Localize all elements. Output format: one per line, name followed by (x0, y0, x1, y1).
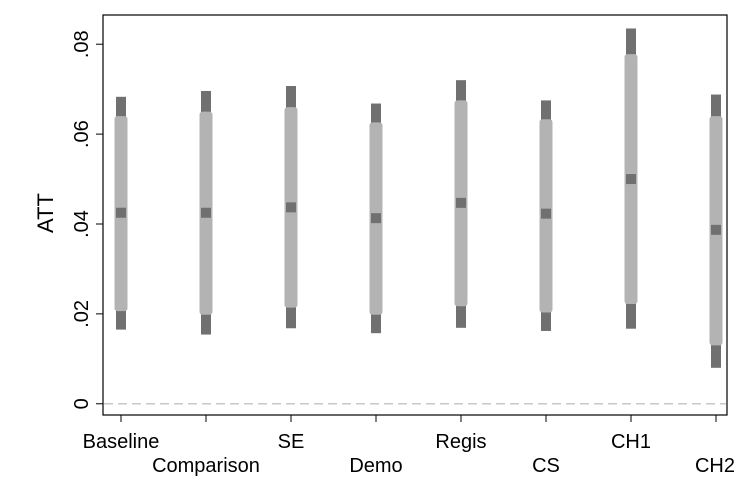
plot-frame (102, 14, 728, 416)
y-axis-label: ATT (33, 193, 58, 233)
x-category-label-demo: Demo (349, 455, 402, 477)
y-tick-label: 0 (71, 398, 93, 409)
point-estimate-regis (456, 197, 466, 208)
y-tick-label: .08 (71, 30, 93, 58)
x-category-label-regis: Regis (435, 431, 486, 453)
point-estimate-se (286, 202, 296, 213)
point-estimate-ch1 (626, 174, 636, 185)
y-tick-label: .02 (71, 300, 93, 328)
y-tick-label: .06 (71, 120, 93, 148)
x-category-label-se: SE (278, 431, 305, 453)
interval-bars-layer (114, 28, 723, 368)
x-category-label-cs: CS (532, 455, 560, 477)
x-category-label-ch1: CH1 (611, 431, 651, 453)
point-estimate-comparison (201, 207, 211, 218)
y-tick-label: .04 (71, 210, 93, 238)
point-estimate-baseline (116, 207, 126, 218)
point-estimate-cs (541, 208, 551, 219)
point-estimate-demo (371, 213, 381, 224)
point-estimate-ch2 (711, 224, 721, 235)
x-category-label-baseline: Baseline (83, 431, 160, 453)
x-category-label-ch2: CH2 (695, 455, 735, 477)
x-category-label-comparison: Comparison (152, 455, 260, 477)
